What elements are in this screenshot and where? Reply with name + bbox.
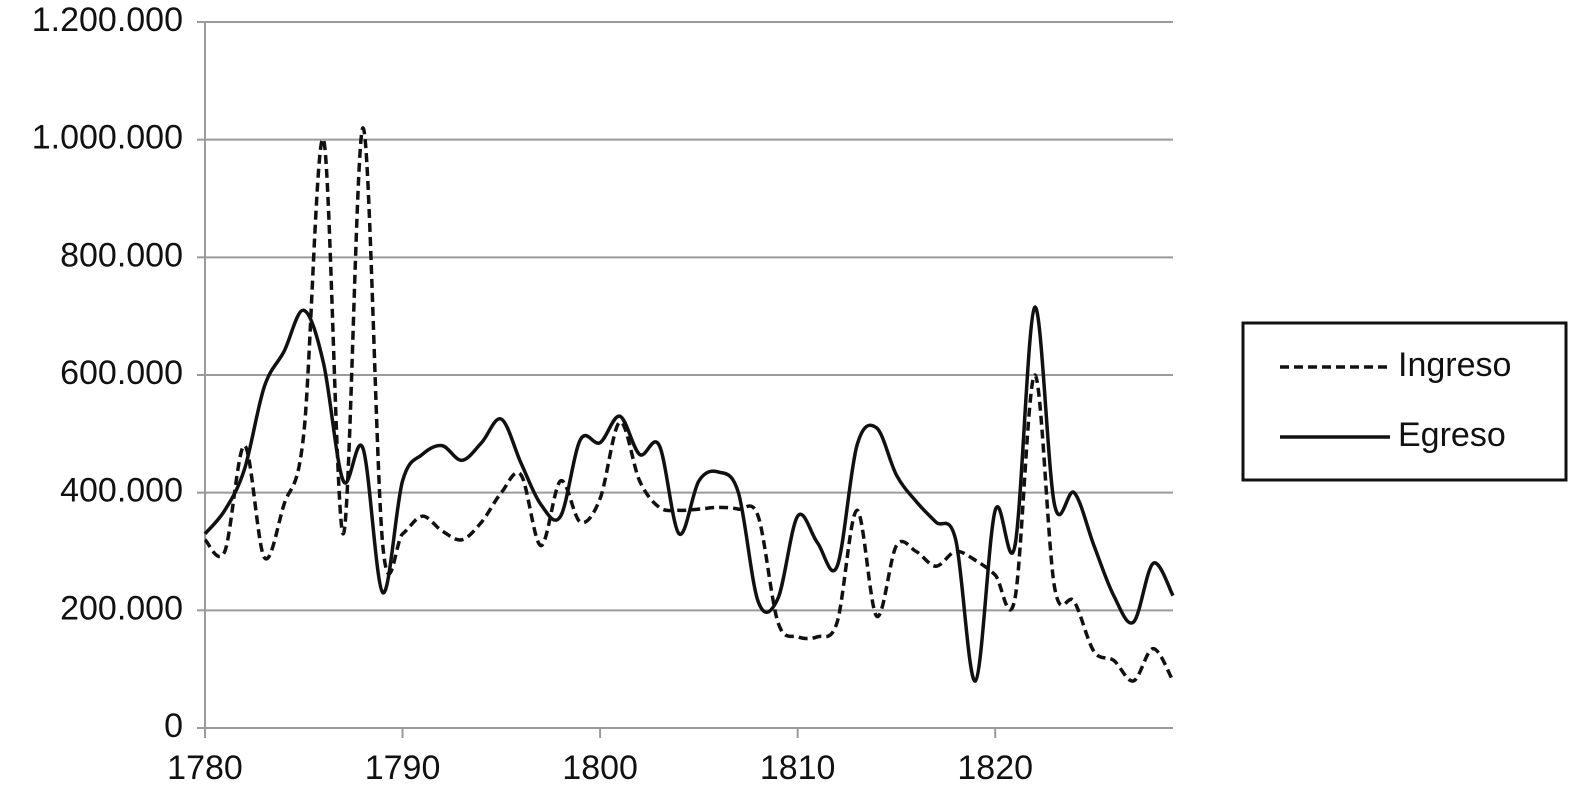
x-tick-label: 1810 — [760, 749, 836, 787]
x-tick-label: 1790 — [365, 749, 441, 787]
x-tick-label: 1820 — [957, 749, 1033, 787]
legend-label: Egreso — [1398, 416, 1506, 454]
y-tick-label: 800.000 — [60, 236, 183, 274]
y-tick-label: 0 — [164, 707, 183, 745]
x-tick-label: 1800 — [562, 749, 638, 787]
line — [203, 126, 1175, 683]
legend-box — [1241, 321, 1568, 482]
line — [203, 305, 1175, 683]
y-tick-label: 1.000.000 — [32, 119, 183, 157]
y-tick-label: 600.000 — [60, 354, 183, 392]
x-tick-label: 1780 — [167, 749, 243, 787]
y-tick-label: 200.000 — [60, 589, 183, 627]
legend: Ingreso Egreso — [1241, 321, 1568, 482]
y-tick-label: 1.200.000 — [32, 1, 183, 39]
legend-label: Ingreso — [1398, 346, 1511, 384]
y-tick-label: 400.000 — [60, 472, 183, 510]
